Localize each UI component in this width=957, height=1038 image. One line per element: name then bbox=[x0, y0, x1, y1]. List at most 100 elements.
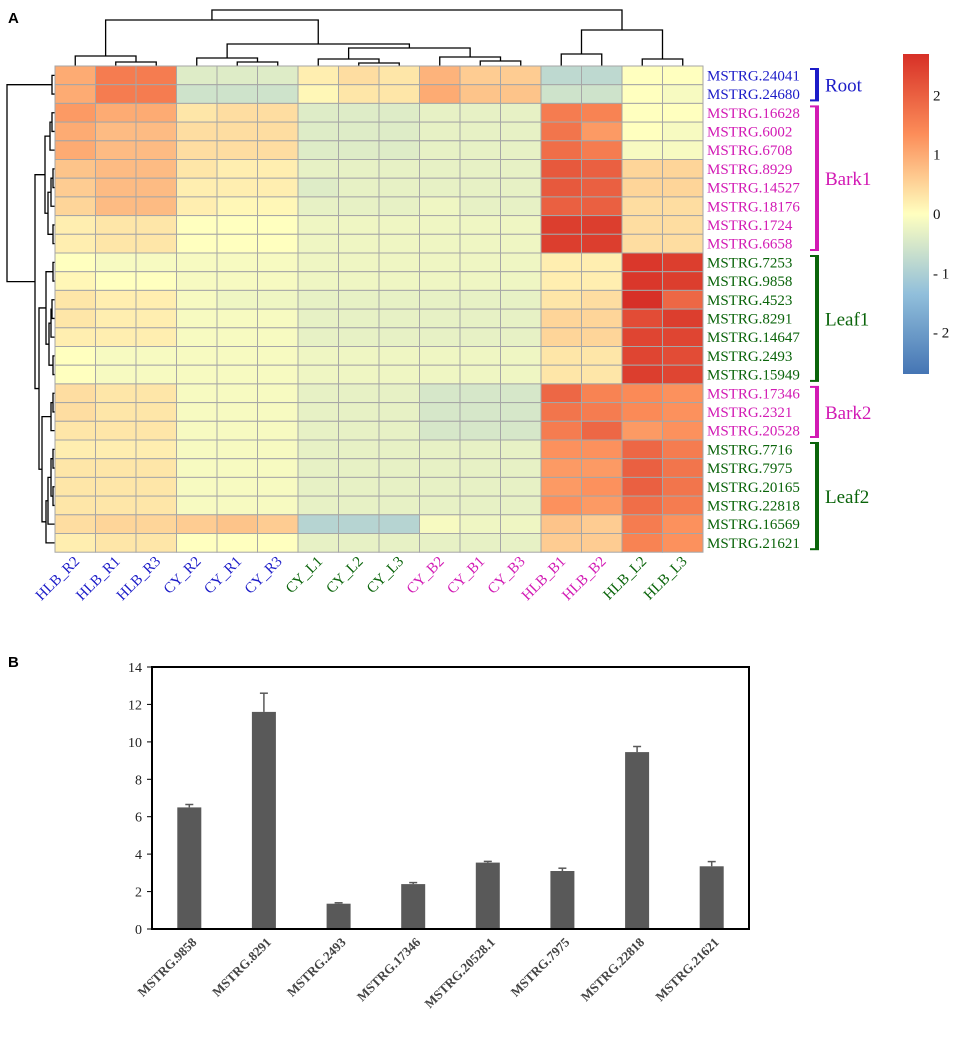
heatmap-cell bbox=[216, 121, 258, 142]
heatmap-cell bbox=[54, 476, 96, 497]
heatmap-cell bbox=[95, 121, 137, 142]
y-tick-label: 12 bbox=[128, 698, 142, 713]
heatmap-cell bbox=[378, 308, 420, 329]
row-label: MSTRG.17346 bbox=[707, 386, 800, 402]
heatmap-cell bbox=[95, 252, 137, 273]
heatmap-cell bbox=[216, 159, 258, 179]
heatmap-cell bbox=[216, 439, 258, 460]
x-tick-label: MSTRG.9858 bbox=[134, 934, 199, 999]
heatmap-cell bbox=[662, 383, 704, 404]
heatmap-cell bbox=[621, 84, 663, 104]
heatmap-cell bbox=[216, 84, 258, 104]
heatmap-cell bbox=[581, 271, 623, 291]
heatmap-cell bbox=[216, 458, 258, 478]
heatmap-cell bbox=[54, 514, 96, 534]
heatmap-cell bbox=[621, 159, 663, 179]
heatmap-cell bbox=[378, 121, 420, 142]
heatmap-cell bbox=[419, 102, 461, 123]
heatmap-cell bbox=[135, 159, 177, 179]
heatmap-cell bbox=[216, 215, 258, 235]
heatmap-cell bbox=[621, 252, 663, 273]
heatmap-cell bbox=[176, 308, 218, 329]
heatmap-cell bbox=[500, 476, 542, 497]
heatmap-cell bbox=[297, 65, 339, 86]
panel-a-label: A bbox=[8, 10, 19, 27]
column-label: CY_L3 bbox=[364, 554, 407, 597]
row-label: MSTRG.4523 bbox=[707, 293, 792, 309]
heatmap-cell bbox=[135, 196, 177, 217]
heatmap-cell bbox=[378, 252, 420, 273]
heatmap-cell bbox=[540, 476, 582, 497]
row-label: MSTRG.7975 bbox=[707, 461, 792, 477]
heatmap-cell bbox=[419, 533, 461, 553]
heatmap-cell bbox=[500, 420, 542, 441]
heatmap-cell bbox=[662, 196, 704, 217]
heatmap-cell bbox=[95, 159, 137, 179]
heatmap-cell bbox=[459, 308, 501, 329]
heatmap-cell bbox=[459, 458, 501, 478]
heatmap-cell bbox=[419, 177, 461, 198]
heatmap-cell bbox=[500, 383, 542, 404]
heatmap-cell bbox=[216, 402, 258, 422]
heatmap-cell bbox=[135, 402, 177, 422]
heatmap-cell bbox=[135, 364, 177, 385]
colorbar-tick-label: 2 bbox=[933, 89, 941, 105]
heatmap-cell bbox=[662, 364, 704, 385]
heatmap-cell bbox=[176, 121, 218, 142]
heatmap-cell bbox=[95, 215, 137, 235]
heatmap-cell bbox=[95, 402, 137, 422]
heatmap-cell bbox=[419, 121, 461, 142]
heatmap-cell bbox=[378, 420, 420, 441]
heatmap-cell bbox=[581, 439, 623, 460]
heatmap-cell bbox=[621, 196, 663, 217]
row-label: MSTRG.2321 bbox=[707, 405, 792, 421]
heatmap-cell bbox=[176, 383, 218, 404]
heatmap-cell bbox=[54, 439, 96, 460]
heatmap-cell bbox=[297, 308, 339, 329]
heatmap-cell bbox=[662, 327, 704, 347]
heatmap-cell bbox=[419, 140, 461, 161]
heatmap-cell bbox=[581, 233, 623, 254]
heatmap-cell bbox=[176, 215, 218, 235]
heatmap-cell bbox=[581, 289, 623, 310]
heatmap-cell bbox=[338, 252, 380, 273]
heatmap-cell bbox=[338, 420, 380, 441]
heatmap-cell bbox=[540, 140, 582, 161]
heatmap-cell bbox=[135, 215, 177, 235]
heatmap-cell bbox=[459, 140, 501, 161]
heatmap-cell bbox=[216, 177, 258, 198]
heatmap-cell bbox=[95, 102, 137, 123]
heatmap-cell bbox=[581, 252, 623, 273]
heatmap-cell bbox=[297, 514, 339, 534]
heatmap-cell bbox=[621, 271, 663, 291]
heatmap-cell bbox=[540, 289, 582, 310]
heatmap-cell bbox=[54, 159, 96, 179]
heatmap-cell bbox=[135, 308, 177, 329]
heatmap-cell bbox=[500, 533, 542, 553]
heatmap-cell bbox=[135, 233, 177, 254]
heatmap-cell bbox=[216, 289, 258, 310]
heatmap-cell bbox=[297, 233, 339, 254]
heatmap-cell bbox=[338, 495, 380, 516]
heatmap-cell bbox=[621, 514, 663, 534]
heatmap-cell bbox=[459, 364, 501, 385]
heatmap-column-labels: HLB_R2HLB_R1HLB_R3CY_R2CY_R1CY_R3CY_L1CY… bbox=[33, 554, 691, 604]
heatmap-cell bbox=[297, 177, 339, 198]
heatmap-cell bbox=[135, 476, 177, 497]
heatmap-cell bbox=[338, 121, 380, 142]
heatmap-cell bbox=[459, 233, 501, 254]
heatmap-cell bbox=[216, 140, 258, 161]
heatmap-cell bbox=[378, 533, 420, 553]
row-label: MSTRG.6002 bbox=[707, 124, 792, 140]
column-label: HLB_L2 bbox=[601, 554, 651, 604]
heatmap-cell bbox=[216, 102, 258, 123]
heatmap-cell bbox=[621, 289, 663, 310]
heatmap-cell bbox=[338, 233, 380, 254]
heatmap-cell bbox=[500, 102, 542, 123]
heatmap-cell bbox=[662, 289, 704, 310]
heatmap-cell bbox=[662, 420, 704, 441]
heatmap-cell bbox=[459, 196, 501, 217]
column-label: HLB_B2 bbox=[559, 554, 609, 604]
column-dendrogram-link bbox=[211, 9, 623, 30]
column-label: CY_B1 bbox=[444, 554, 488, 598]
